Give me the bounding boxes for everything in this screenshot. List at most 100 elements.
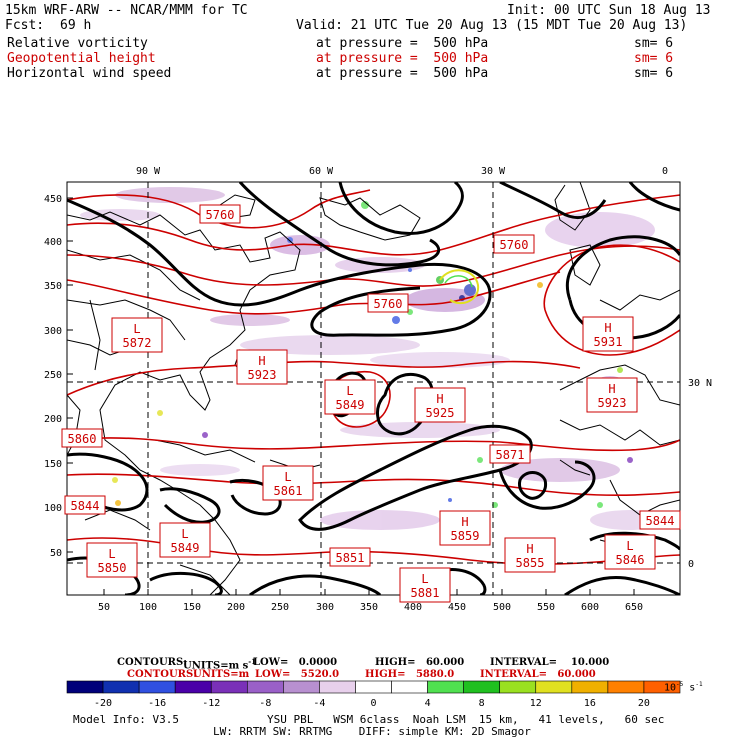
contours-interval-red: INTERVAL= 60.000 xyxy=(480,669,596,680)
colorbar-swatch xyxy=(246,680,284,694)
contours-interval-black: INTERVAL= 10.000 xyxy=(490,657,610,668)
lat-lon-grid xyxy=(67,182,680,595)
low-pressure-letter: L xyxy=(284,470,291,484)
high-pressure-value: 5923 xyxy=(248,368,277,382)
label-box xyxy=(489,444,531,464)
label-box xyxy=(604,534,656,570)
high-pressure-value: 5923 xyxy=(598,396,627,410)
colorbar-label: -4 xyxy=(313,698,325,709)
label-box xyxy=(329,547,371,567)
high-low-labels: L5872L5861L5849L5850L5846L5849L5881H5923… xyxy=(61,204,681,603)
axis-tick-labels: 450 400 350 300 250 200 150 100 50 50 100 150 200 250… xyxy=(44,194,643,613)
y-tick-label: 250 xyxy=(44,370,62,381)
contours-high-red: HIGH= 5880.0 xyxy=(365,669,455,680)
colorbar-label: -20 xyxy=(94,698,112,709)
x-tick-label: 300 xyxy=(316,602,334,613)
x-tick-label: 200 xyxy=(227,602,245,613)
colorbar-swatch xyxy=(66,680,104,694)
colorbar-swatch xyxy=(643,680,681,694)
x-tick-label: 50 xyxy=(98,602,110,613)
field-sm-wind: sm= 6 xyxy=(634,66,674,81)
x-tick-label: 450 xyxy=(448,602,466,613)
high-pressure-letter: H xyxy=(258,354,265,368)
label-box xyxy=(324,379,376,415)
low-pressure-letter: L xyxy=(181,527,188,541)
y-tick-label: 450 xyxy=(44,194,62,205)
contours-title-black: CONTOURS: xyxy=(117,657,187,668)
valid-time: Valid: 21 UTC Tue 20 Aug 13 (15 MDT Tue … xyxy=(296,18,688,33)
colorbar-swatch xyxy=(283,680,320,694)
wind-speed-contours xyxy=(67,182,680,595)
label-box xyxy=(639,510,681,530)
low-pressure-value: 5881 xyxy=(411,586,440,600)
physics-line-2: LW: RRTM SW: RRTMG DIFF: simple KM: 2D S… xyxy=(213,725,531,738)
label-box xyxy=(159,522,211,558)
low-pressure-letter: L xyxy=(133,322,140,336)
colorbar-label: 12 xyxy=(530,698,542,709)
contour-value-label: 5860 xyxy=(68,432,97,446)
lat-label-30n: 30 N xyxy=(688,378,712,389)
x-tick-label: 400 xyxy=(404,602,422,613)
label-box xyxy=(439,510,491,546)
contours-title-red: CONTOURS: xyxy=(127,669,197,680)
colorbar-label: 8 xyxy=(479,698,485,709)
contour-value-label: 5844 xyxy=(71,499,100,513)
x-tick-label: 650 xyxy=(625,602,643,613)
label-box xyxy=(493,234,535,254)
lon-label-90w: 90 W xyxy=(136,166,161,177)
y-tick-label: 300 xyxy=(44,326,62,337)
label-box xyxy=(504,537,556,573)
colorbar-swatch xyxy=(499,680,537,694)
lon-label-60w: 60 W xyxy=(309,166,334,177)
label-box xyxy=(586,377,638,413)
low-pressure-value: 5849 xyxy=(336,398,365,412)
high-pressure-value: 5855 xyxy=(516,556,545,570)
y-tick-label: 400 xyxy=(44,237,62,248)
label-box xyxy=(199,204,241,224)
field-pressure-wind: at pressure = 500 hPa xyxy=(316,66,489,81)
contour-value-label: 5871 xyxy=(496,448,525,462)
x-tick-label: 500 xyxy=(493,602,511,613)
contours-units-black: UNITS=m s-1 xyxy=(183,657,257,672)
colorbar-swatch xyxy=(174,680,212,694)
contours-low-red: LOW= 5520.0 xyxy=(255,669,340,680)
label-box xyxy=(61,428,103,448)
colorbar-swatch xyxy=(138,680,176,694)
low-pressure-value: 5850 xyxy=(98,561,127,575)
colorbar-label: 20 xyxy=(638,698,650,709)
high-pressure-letter: H xyxy=(604,321,611,335)
colorbar-label: 0 xyxy=(370,698,376,709)
x-tick-label: 150 xyxy=(183,602,201,613)
colorbar-swatch xyxy=(607,680,645,694)
label-box xyxy=(367,293,409,313)
x-tick-label: 250 xyxy=(271,602,289,613)
colorbar-label: 4 xyxy=(425,698,431,709)
label-box xyxy=(262,465,314,501)
high-pressure-value: 5931 xyxy=(594,335,623,349)
label-box xyxy=(86,542,138,578)
wind-maximum-marker xyxy=(439,269,480,305)
colorbar-label: -8 xyxy=(259,698,271,709)
physics-line-1: YSU PBL WSM 6class Noah LSM 15 km, 41 le… xyxy=(267,713,665,726)
low-pressure-letter: L xyxy=(346,384,353,398)
axis-ticks xyxy=(67,197,635,595)
low-pressure-value: 5849 xyxy=(171,541,200,555)
label-box xyxy=(414,387,466,423)
high-pressure-letter: H xyxy=(608,382,615,396)
colorbar-label: -16 xyxy=(148,698,166,709)
colorbar-swatch xyxy=(319,680,356,694)
colorbar-swatch xyxy=(355,680,392,694)
label-box xyxy=(64,495,106,515)
high-pressure-letter: H xyxy=(436,392,443,406)
contours-low-black: LOW= 0.0000 xyxy=(253,657,338,668)
contours-units-red: UNITS=m xyxy=(193,669,250,680)
contour-value-label: 5844 xyxy=(646,514,675,528)
contours-high-black: HIGH= 60.000 xyxy=(375,657,465,668)
x-tick-label: 600 xyxy=(581,602,599,613)
lon-label-0: 0 xyxy=(662,166,668,177)
high-pressure-letter: H xyxy=(461,515,468,529)
forecast-label: Fcst: xyxy=(5,18,45,33)
label-box xyxy=(111,317,163,353)
high-pressure-value: 5859 xyxy=(451,529,480,543)
colorbar-swatch xyxy=(210,680,248,694)
